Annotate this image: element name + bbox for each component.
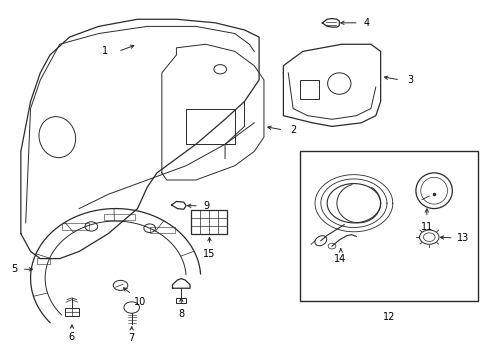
Bar [61,224,89,230]
Text: 1: 1 [102,46,108,57]
Text: 13: 13 [456,233,468,243]
Text: 15: 15 [203,249,215,259]
Bar [300,80,318,99]
Text: 14: 14 [333,253,345,264]
Text: 11: 11 [420,222,432,232]
Text: 3: 3 [407,75,413,85]
Bar [149,227,175,234]
Bar [300,152,477,301]
Text: 4: 4 [363,18,369,28]
Text: 7: 7 [128,333,135,343]
Bar [176,298,186,303]
Bar [104,214,135,220]
Bar [38,258,50,264]
Bar [191,210,227,234]
Text: 2: 2 [290,125,296,135]
Text: 5: 5 [11,264,17,274]
Text: 6: 6 [69,332,75,342]
Bar [65,308,79,316]
Text: 8: 8 [178,309,184,319]
Text: 9: 9 [203,201,209,211]
Text: 12: 12 [383,312,395,322]
Text: 10: 10 [133,297,145,307]
